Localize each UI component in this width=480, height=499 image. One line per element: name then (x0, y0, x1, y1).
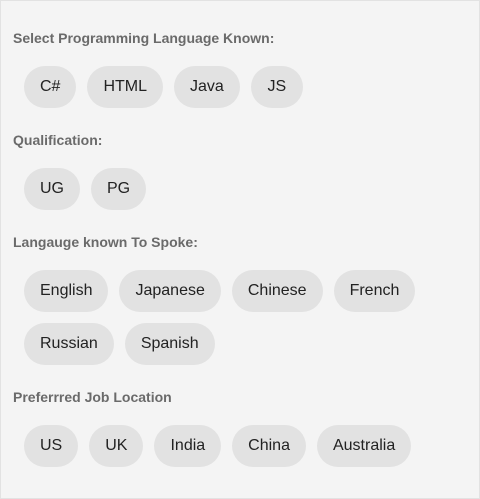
chip-japanese[interactable]: Japanese (119, 270, 221, 312)
job-location-label: Preferrred Job Location (13, 389, 172, 405)
spoken-language-label: Langauge known To Spoke: (13, 234, 198, 250)
qualification-chip-group: UG PG (24, 168, 464, 210)
chip-uk[interactable]: UK (89, 425, 144, 467)
spoken-language-chip-group: English Japanese Chinese French Russian … (24, 270, 464, 365)
chip-china[interactable]: China (232, 425, 306, 467)
chip-chinese[interactable]: Chinese (231, 270, 323, 312)
chip-html[interactable]: HTML (87, 66, 164, 108)
chip-australia[interactable]: Australia (316, 425, 412, 467)
qualification-label: Qualification: (13, 132, 103, 148)
chip-csharp[interactable]: C# (24, 66, 77, 108)
chip-spanish[interactable]: Spanish (124, 323, 215, 365)
job-location-chip-group: US UK India China Australia (24, 425, 464, 467)
chip-us[interactable]: US (24, 425, 79, 467)
chip-js[interactable]: JS (250, 66, 303, 108)
chip-french[interactable]: French (333, 270, 416, 312)
chip-ug[interactable]: UG (24, 168, 80, 210)
programming-language-chip-group: C# HTML Java JS (24, 66, 464, 108)
chip-russian[interactable]: Russian (24, 323, 114, 365)
chip-english[interactable]: English (24, 270, 109, 312)
chip-java[interactable]: Java (174, 66, 240, 108)
programming-language-label: Select Programming Language Known: (13, 30, 275, 46)
chip-india[interactable]: India (154, 425, 222, 467)
chip-pg[interactable]: PG (91, 168, 147, 210)
